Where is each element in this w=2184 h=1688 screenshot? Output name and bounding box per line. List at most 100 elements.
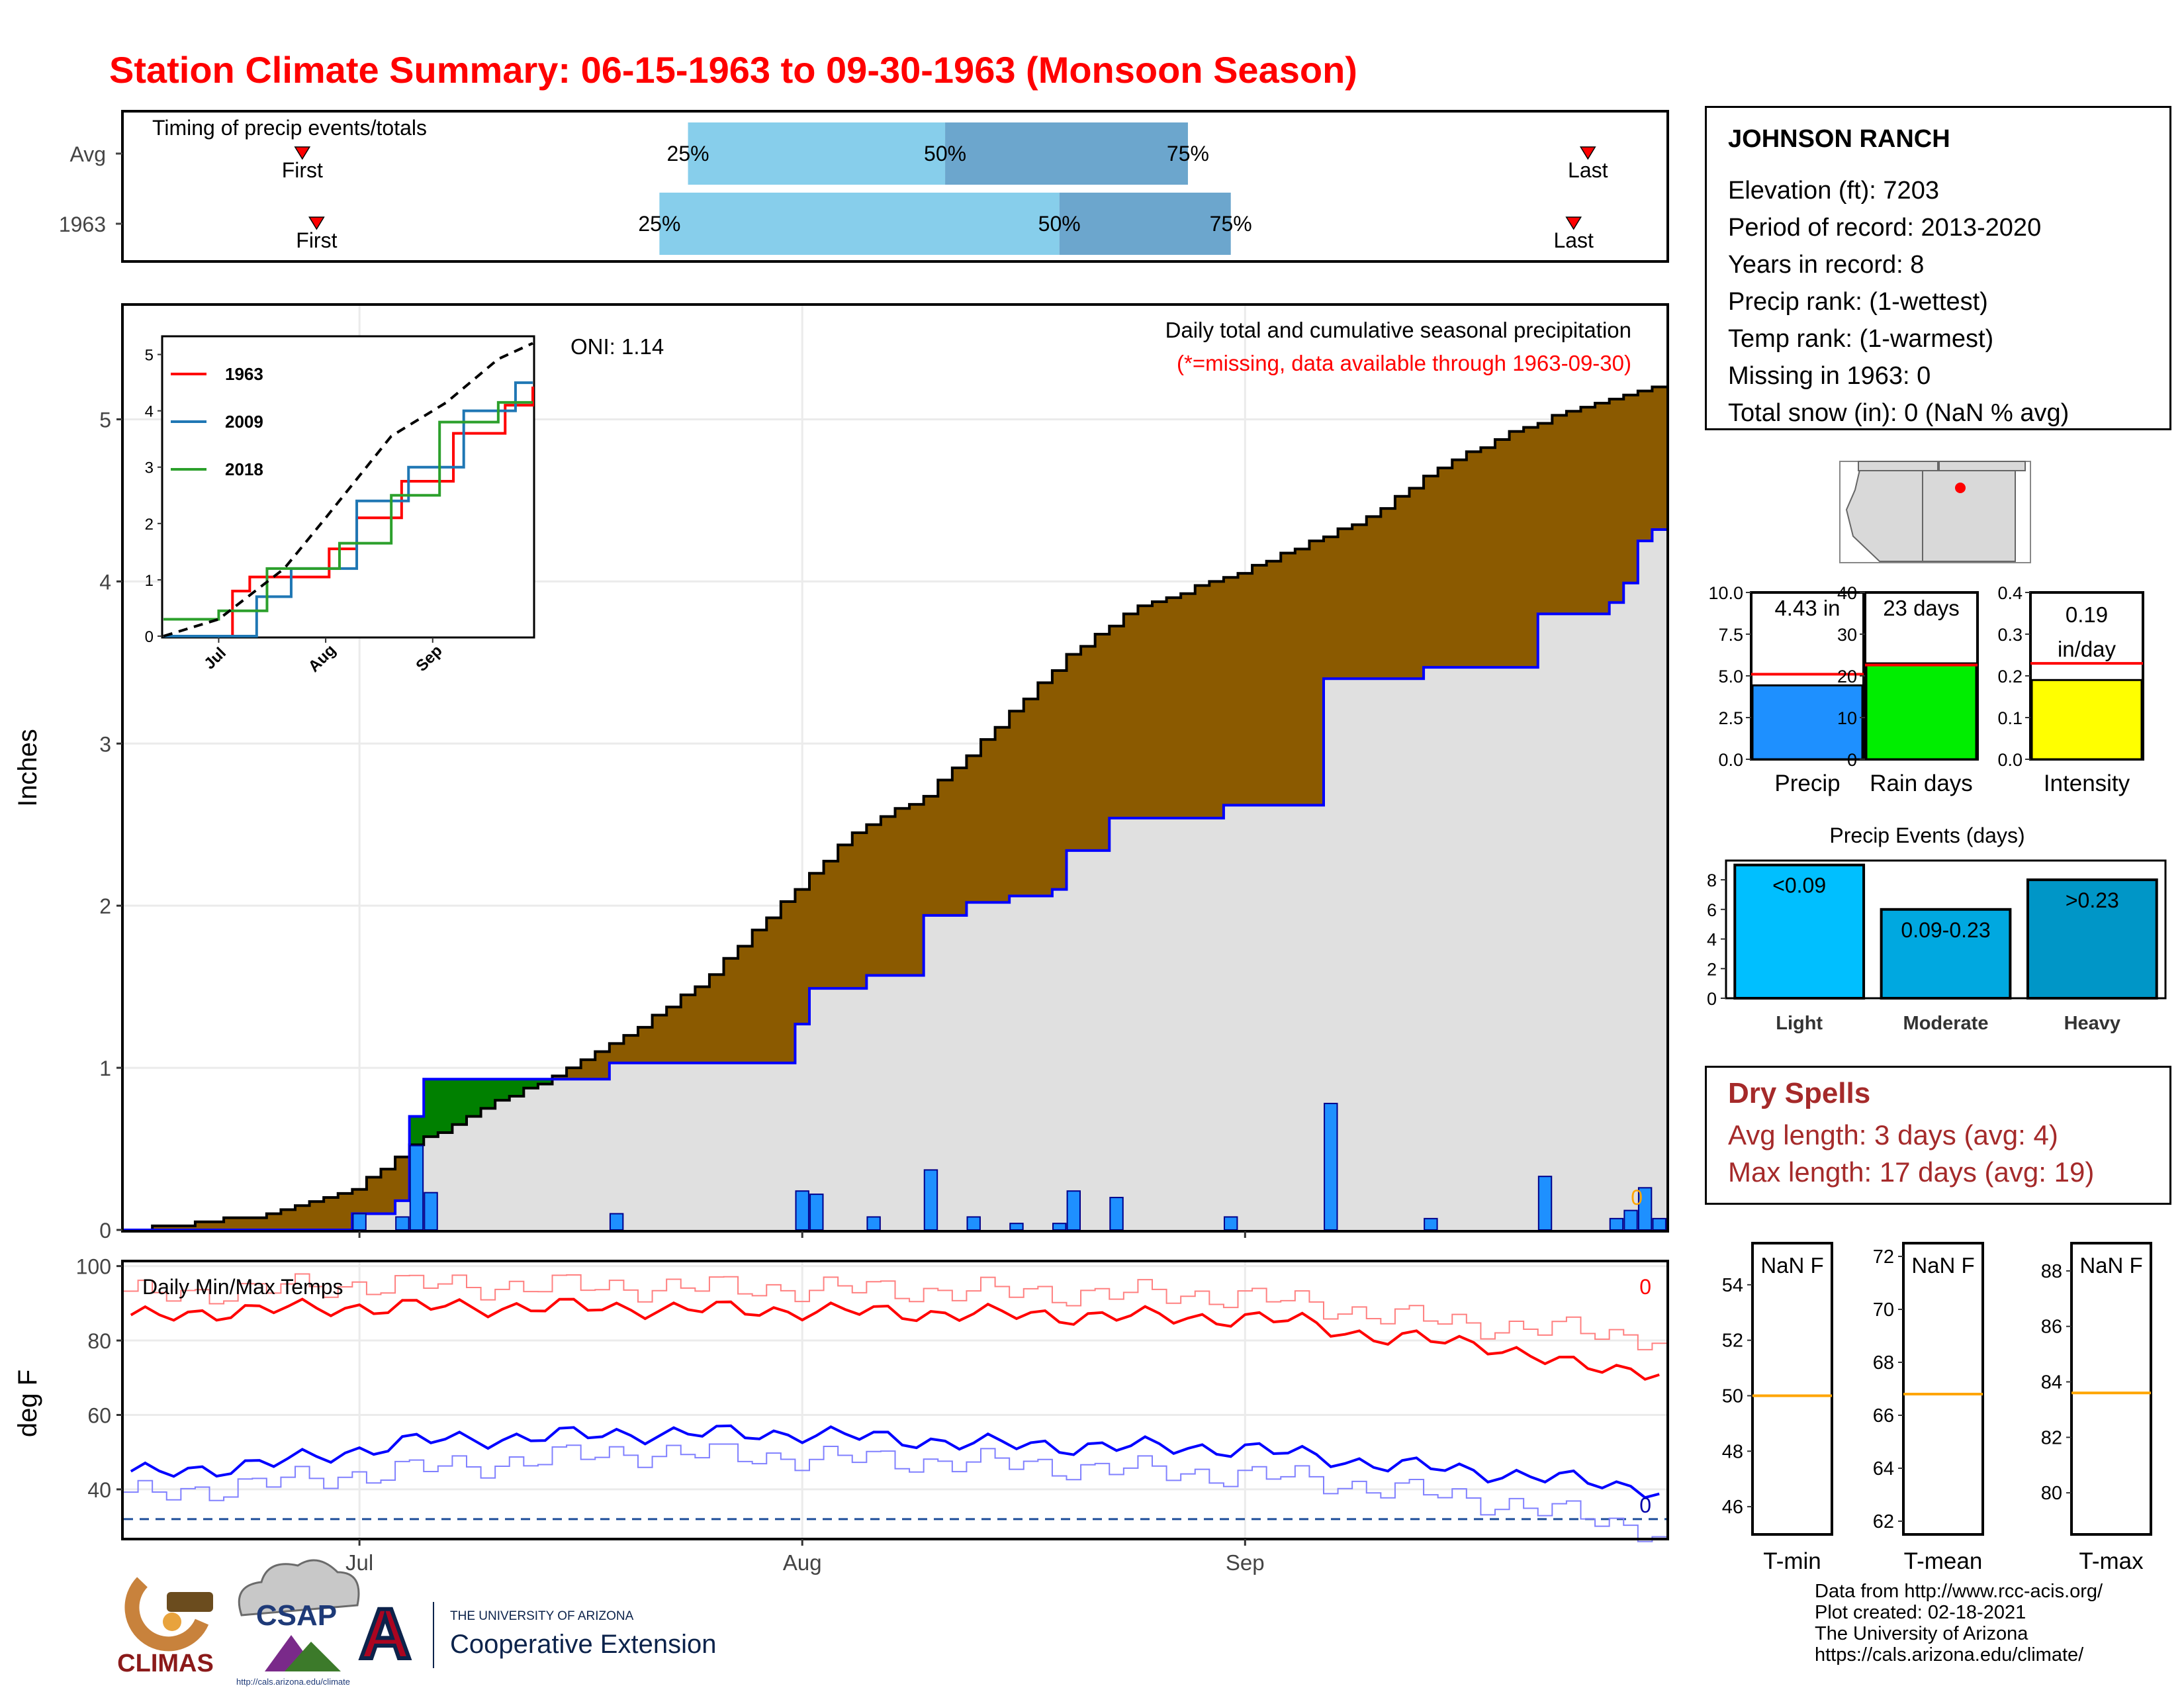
dry-spells-max: Max length: 17 days (avg: 19) (1728, 1156, 2095, 1188)
temp-box-ytick-label: 80 (2041, 1483, 2062, 1504)
temp-ylabel: deg F (13, 1370, 42, 1437)
mini-bar-value (1865, 662, 1978, 761)
timing-p75-label: 75% (1167, 142, 1209, 165)
mini-bar-ytick-label: 5.0 (1718, 667, 1743, 686)
daily-precip-bar (609, 1213, 624, 1231)
station-period: Period of record: 2013-2020 (1728, 214, 2042, 242)
timing-row-label: 1963 (59, 212, 106, 236)
temp-box-value: NaN F (1760, 1253, 1823, 1278)
temp-xtick-label: Jul (345, 1550, 373, 1575)
temp-box-value: NaN F (1911, 1253, 1974, 1278)
daily-precip-bar (395, 1216, 410, 1231)
timing-bar-25-50 (659, 193, 1060, 255)
station-temp-rank: Temp rank: (1-warmest) (1728, 325, 1994, 353)
temp-box-ytick-label: 64 (1873, 1458, 1894, 1479)
timing-last-marker (1579, 146, 1596, 160)
inset-frame (161, 335, 535, 639)
climas-logo-text: CLIMAS (117, 1650, 214, 1677)
temp-panel: 40 60 80 100 Jul Aug Sep Daily Min/Max Temps d… (13, 1255, 1669, 1575)
avg-cumulative-line (124, 385, 1666, 1231)
events-ytick-label: 2 (1707, 959, 1717, 979)
footer-url: https://cals.arizona.edu/climate/ (1815, 1644, 2084, 1665)
mini-bar-ytick-label: 0.2 (1997, 667, 2023, 686)
mini-bar-label: Rain days (1870, 771, 1973, 796)
mini-bar-ytick-label: 0.3 (1997, 625, 2023, 645)
precip-panel: 0 1 2 3 4 5 Inches ONI: 1.14 Daily total and … (13, 303, 1669, 1243)
timing-row-label: Avg (69, 142, 106, 166)
station-marker (1955, 483, 1966, 493)
precip-ytick-label: 2 (99, 894, 111, 918)
logos: CLIMAS CSAP http://cals.arizona.edu/clim… (117, 1559, 716, 1687)
footer-plot-created: Plot created: 02-18-2021 (1815, 1602, 2026, 1623)
precip-ytick-label: 4 (99, 570, 111, 594)
station-elevation: Elevation (ft): 7203 (1728, 177, 1939, 205)
mini-bar-value-label: 4.43 in (1774, 596, 1840, 620)
daily-precip-bar (923, 1169, 938, 1231)
events-category-label: Light (1776, 1013, 1823, 1034)
timing-panel: Timing of precip events/totals Avg 25% 50%… (59, 110, 1669, 263)
daily-precip-bar (795, 1190, 809, 1231)
footer-data-source: Data from http://www.rcc-acis.org/ (1815, 1581, 2103, 1602)
temp-box-value: NaN F (2079, 1253, 2142, 1278)
page-title: Station Climate Summary: 06-15-1963 to 0… (109, 49, 1357, 91)
csap-url: http://cals.arizona.edu/climate (236, 1677, 350, 1687)
observed-cumulative-line (124, 528, 1666, 1231)
daily-precip-bar (966, 1216, 981, 1231)
timing-bar-50-75 (945, 122, 1188, 185)
tmin-missing-count: 0 (1639, 1493, 1651, 1517)
temp-box-frame (2070, 1242, 2152, 1536)
inset-ytick-label: 3 (145, 459, 154, 477)
precip-layers (124, 385, 1666, 1231)
temp-xtick-label: Aug (783, 1550, 822, 1575)
timing-label: Timing of precip events/totals (152, 116, 427, 140)
timing-p50-label: 50% (924, 142, 966, 165)
mini-bar-value-label: 23 days (1883, 596, 1960, 620)
temp-box-ytick-label: 82 (2041, 1427, 2062, 1448)
events-ytick-label: 6 (1707, 900, 1717, 920)
temp-box-label: T-min (1763, 1548, 1821, 1574)
station-snow: Total snow (in): 0 (NaN % avg) (1728, 399, 2070, 427)
daily-precip-bar (1424, 1217, 1438, 1231)
timing-last-marker (1565, 216, 1582, 230)
tmax-missing-count: 0 (1639, 1275, 1651, 1299)
daily-precip-bar (866, 1216, 881, 1231)
timing-first-marker (308, 216, 325, 230)
temp-box-ytick-label: 66 (1873, 1405, 1894, 1427)
events-bar-label: <0.09 (1772, 874, 1826, 898)
mini-bar-ytick-label: 7.5 (1718, 625, 1743, 645)
ua-name: THE UNIVERSITY OF ARIZONA (450, 1609, 634, 1623)
daily-precip-bar (1324, 1102, 1338, 1231)
temp-box-label: T-mean (1904, 1548, 1983, 1574)
station-precip-rank: Precip rank: (1-wettest) (1728, 288, 1988, 316)
temp-box-ytick-label: 68 (1873, 1352, 1894, 1374)
precip-axis: 0 1 2 3 4 5 (99, 408, 1246, 1243)
dry-spells-avg: Avg length: 3 days (avg: 4) (1728, 1119, 2058, 1150)
events-bar (2026, 878, 2158, 1000)
university-logo: A THE UNIVERSITY OF ARIZONA Cooperative … (357, 1591, 716, 1675)
mini-bar-ytick-label: 0.4 (1997, 583, 2023, 603)
precip-ytick-label: 1 (99, 1056, 111, 1080)
mini-bar-value (1751, 684, 1864, 761)
timing-p25-label: 25% (667, 142, 709, 165)
inset-series-line (163, 381, 533, 637)
daily-precip-bar (1652, 1217, 1666, 1231)
precip-events-chart: Precip Events (days) 0 2 4 6 8 <0.09 Light 0.09… (1707, 823, 2167, 1034)
temp-box-frame (1751, 1242, 1833, 1536)
precip-ytick-label: 0 (99, 1219, 111, 1243)
timing-last-label: Last (1568, 158, 1608, 182)
temp-boxes: 46 48 50 52 54 NaN F T-min 62 64 66 68 70 72 NaN F T-m… (1722, 1242, 2152, 1574)
temp-panel-background (122, 1261, 1668, 1539)
temp-series-line (130, 1297, 1660, 1381)
mini-bar-ytick-label: 40 (1837, 583, 1857, 603)
daily-precip-bar (1609, 1217, 1624, 1231)
events-ytick-label: 8 (1707, 870, 1717, 890)
temp-box-ytick-label: 70 (1873, 1299, 1894, 1321)
temp-box-ytick-label: 54 (1722, 1275, 1743, 1296)
mini-bar-ytick-label: 0.1 (1997, 708, 2023, 728)
temp-box-ytick-label: 48 (1722, 1441, 1743, 1462)
daily-precip-bar (1066, 1190, 1081, 1231)
inset-legend-label: 2018 (225, 459, 263, 479)
mini-bar-ytick-label: 0.0 (1997, 750, 2023, 770)
